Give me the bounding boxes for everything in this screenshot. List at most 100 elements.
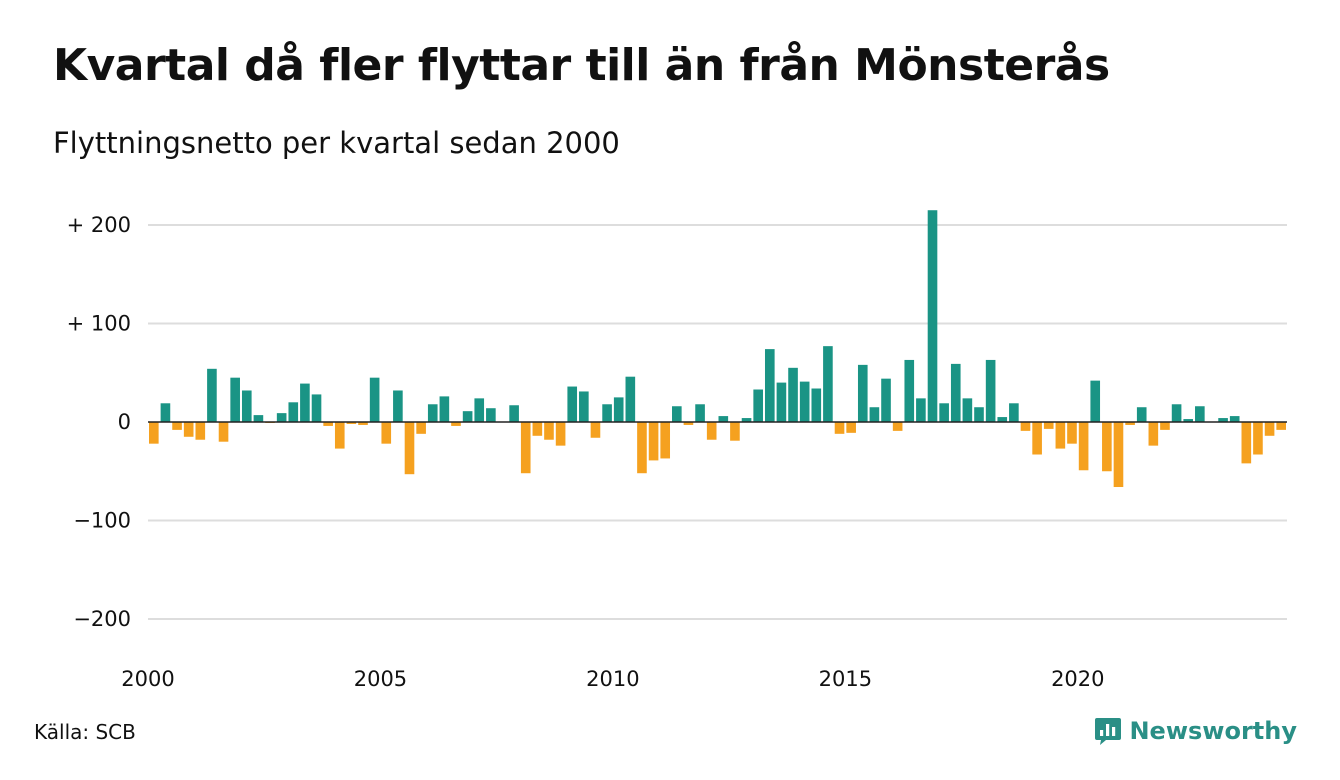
bar: [439, 396, 450, 422]
bar: [1043, 422, 1054, 429]
bar: [172, 422, 182, 430]
bar: [183, 422, 194, 437]
bar: [811, 388, 822, 422]
bar: [1229, 416, 1240, 422]
bar: [358, 422, 368, 425]
bar: [904, 359, 915, 422]
bar: [764, 349, 775, 422]
bar: [834, 422, 845, 434]
bar: [776, 382, 787, 422]
bar: [311, 394, 322, 422]
bar: [300, 383, 310, 422]
bar: [1195, 406, 1205, 422]
bar: [195, 422, 206, 440]
bar: [846, 422, 856, 433]
x-tick-label: 2020: [1051, 667, 1104, 691]
bar: [695, 404, 705, 422]
bar: [404, 422, 415, 475]
bar: [1055, 422, 1066, 449]
bar: [544, 422, 554, 440]
bar: [950, 363, 961, 422]
bar: [474, 398, 485, 422]
x-tick-label: 2005: [354, 667, 407, 691]
bar: [567, 386, 578, 422]
newsworthy-logo: Newsworthy: [1094, 716, 1297, 746]
y-tick-label: 0: [118, 410, 131, 434]
bar: [241, 390, 252, 422]
bar: [1009, 403, 1019, 422]
bar: [427, 404, 438, 422]
bar: [520, 422, 531, 474]
bar: [555, 422, 566, 446]
bar: [869, 407, 880, 423]
bar: [1032, 422, 1042, 455]
bar: [230, 377, 240, 423]
bar: [1253, 422, 1263, 455]
bar: [1102, 422, 1112, 472]
x-axis-ticks: 2000 2005 2010 2015 2020: [121, 667, 1104, 691]
bar: [892, 422, 903, 431]
bar: [334, 422, 345, 449]
bar: [881, 378, 891, 422]
bar: [532, 422, 543, 436]
bar: [730, 422, 740, 441]
bar: [416, 422, 426, 434]
bar: [916, 398, 926, 422]
bar: [718, 416, 729, 422]
bar: [218, 422, 229, 442]
bar: [1241, 422, 1252, 464]
y-tick-label: + 200: [67, 213, 131, 237]
bar: [962, 398, 973, 422]
bar: [486, 408, 496, 422]
bar: [939, 403, 949, 422]
y-tick-label: + 100: [67, 312, 131, 336]
bar: [462, 411, 473, 422]
bar: [1218, 418, 1228, 422]
bar: [369, 377, 380, 423]
bar: [1264, 422, 1275, 436]
bar-chart: + 200 + 100 0 −100 −200 2000 2005 2010 2015 2020: [67, 210, 1287, 691]
bar: [288, 402, 299, 422]
bar: [276, 413, 287, 422]
bar: [323, 422, 333, 426]
bar: [451, 422, 461, 426]
bar: [753, 389, 763, 423]
grid-lines: [148, 224, 1287, 620]
bar: [823, 346, 833, 422]
x-tick-label: 2010: [586, 667, 639, 691]
bar: [974, 407, 984, 423]
bar: [1171, 404, 1182, 422]
bar: [381, 422, 392, 444]
bar: [602, 404, 612, 422]
bar: [1148, 422, 1159, 446]
chart-subtitle: Flyttningsnetto per kvartal sedan 2000: [53, 126, 620, 160]
bar: [1125, 422, 1135, 425]
bar: [393, 390, 403, 422]
bar: [985, 359, 996, 422]
x-tick-label: 2015: [819, 667, 872, 691]
bar: [509, 405, 519, 422]
bar: [1020, 422, 1031, 431]
bar: [160, 403, 171, 422]
bar: [788, 367, 798, 422]
bar: [927, 210, 938, 422]
bar: [1276, 422, 1286, 430]
bar: [346, 422, 357, 424]
bar: [1136, 407, 1147, 423]
bar: [997, 417, 1008, 422]
source-note: Källa: SCB: [34, 720, 136, 744]
y-tick-label: −100: [73, 509, 131, 533]
bar: [253, 415, 264, 422]
brand-name: Newsworthy: [1129, 717, 1297, 745]
bar: [613, 397, 624, 423]
bar: [1090, 380, 1101, 422]
x-tick-label: 2000: [121, 667, 174, 691]
bar: [625, 376, 636, 422]
bar: [637, 422, 647, 474]
chart-title: Kvartal då fler flyttar till än från Mön…: [53, 40, 1110, 91]
y-axis-ticks: + 200 + 100 0 −100 −200: [67, 213, 131, 631]
bar: [660, 422, 671, 459]
bar: [706, 422, 717, 440]
bar: [207, 368, 217, 422]
bar: [741, 418, 752, 422]
